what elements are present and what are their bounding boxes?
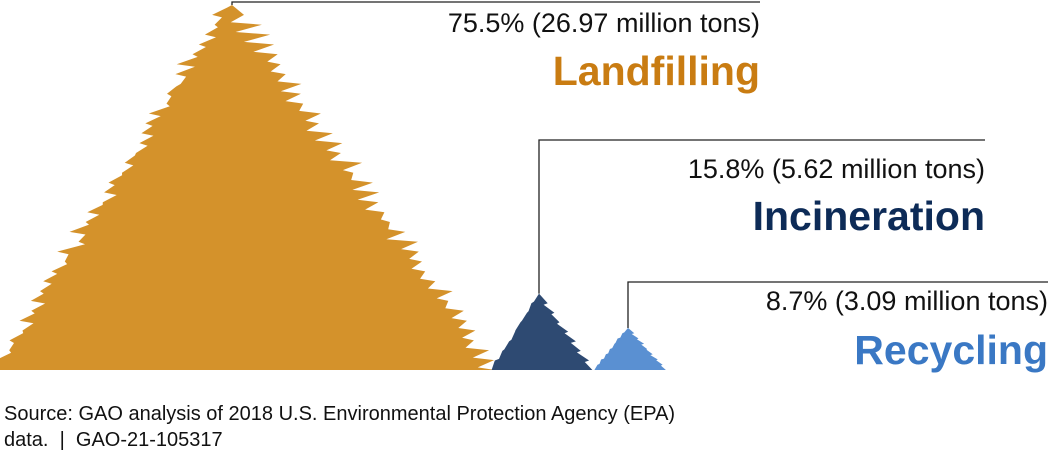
value-label: 75.5% (26.97 million tons) (448, 8, 760, 38)
leader-line (627, 281, 1048, 328)
value-label: 8.7% (3.09 million tons) (766, 286, 1048, 316)
value-label: 15.8% (5.62 million tons) (688, 154, 985, 184)
pile (594, 327, 666, 370)
leader-line (231, 1, 760, 5)
source-line: Source: GAO analysis of 2018 U.S. Enviro… (4, 403, 675, 425)
category-label: Landfilling (553, 48, 760, 94)
source-line: data. | GAO-21-105317 (4, 429, 223, 451)
category-label: Recycling (854, 327, 1048, 373)
leader-line (538, 139, 985, 294)
pile (491, 293, 593, 370)
pile (0, 5, 496, 370)
category-label: Incineration (753, 193, 985, 239)
